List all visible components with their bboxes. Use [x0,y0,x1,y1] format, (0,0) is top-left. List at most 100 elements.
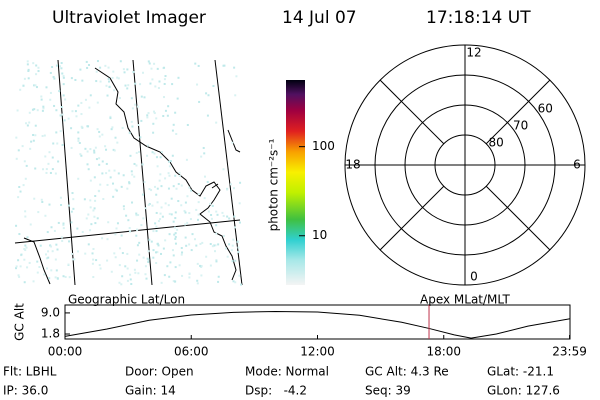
colorbar [286,80,305,285]
speckle [196,83,199,86]
speckle [146,154,149,157]
speckle [127,219,130,222]
speckle [98,135,101,138]
speckle [172,123,175,126]
speckle [215,232,218,235]
colorbar-label: photon cm⁻²s⁻¹ [267,138,281,231]
status-field: Flt: LBHL [3,365,57,379]
speckle [113,252,116,255]
speckle [229,183,232,186]
speckle [57,221,60,224]
speckle [135,151,138,154]
speckle [180,253,183,256]
speckle [57,160,60,163]
speckle [198,100,201,103]
speckle [77,139,80,142]
speckle [93,215,96,218]
speckle [62,224,65,227]
speckle [80,101,83,104]
speckle [211,245,214,248]
speckle [114,233,117,236]
speckle [161,215,164,218]
speckle [49,71,52,74]
speckle [58,65,61,68]
speckle [89,94,92,97]
speckle [128,182,131,185]
speckle [151,204,154,207]
mlt-label: 18 [345,158,360,172]
speckle [199,242,202,245]
speckle [156,165,159,168]
speckle [168,212,171,215]
speckle [99,267,102,270]
speckle [54,276,57,279]
speckle [44,214,47,217]
speckle [47,250,50,253]
x-tick-label: 23:59 [552,345,587,359]
speckle [42,105,45,108]
speckle [131,201,134,204]
speckle [93,151,96,154]
x-tick-label: 06:00 [174,345,209,359]
speckle [146,257,149,260]
speckle [186,195,189,198]
speckle [174,280,177,283]
speckle [81,230,84,233]
speckle [27,77,30,80]
speckle [174,226,177,229]
speckle [222,234,225,237]
speckle [178,171,181,174]
speckle [92,276,95,279]
speckle [239,283,242,286]
speckle [134,82,137,85]
speckle [134,103,137,106]
speckle [209,264,212,267]
speckle [119,60,122,63]
speckle [23,281,26,284]
speckle [21,145,24,148]
speckle [86,150,89,153]
speckle [26,63,29,66]
speckle [77,131,80,134]
speckle [129,273,132,276]
speckle [24,215,27,218]
speckle [109,176,112,179]
speckle [195,208,198,211]
speckle [53,229,56,232]
speckle [128,131,131,134]
speckle [231,244,234,247]
speckle [177,200,180,203]
speckle [128,181,131,184]
speckle [231,141,234,144]
speckle [49,91,52,94]
speckle [61,143,64,146]
speckle [174,111,177,114]
speckle [80,154,83,157]
speckle [105,148,108,151]
speckle [138,150,141,153]
speckle [190,249,193,252]
polar-spoke [379,79,445,145]
speckle [27,68,30,71]
speckle [78,142,81,145]
speckle [118,97,121,100]
speckle [124,265,127,268]
speckle [55,243,58,246]
altitude-line [64,310,571,339]
speckle [108,80,111,83]
speckle [90,223,93,226]
speckle [163,274,166,277]
speckle [60,67,63,70]
speckle [49,244,52,247]
speckle [130,283,133,286]
speckle [101,172,104,175]
speckle [203,152,206,155]
speckle [143,181,146,184]
speckle [172,185,175,188]
speckle [70,221,73,224]
speckle [117,77,120,80]
speckle [94,146,97,149]
speckle [132,71,135,74]
speckle [159,218,162,221]
speckle [75,115,78,118]
